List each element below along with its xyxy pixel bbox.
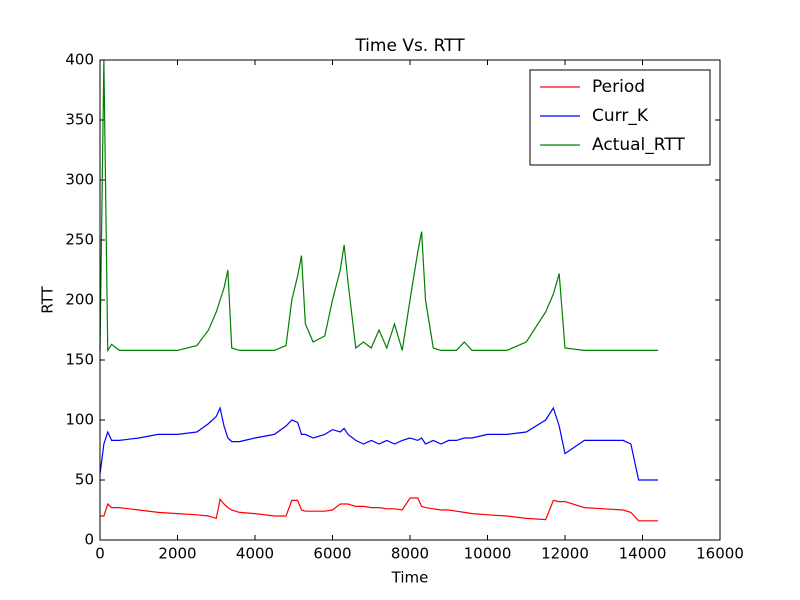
legend-label: Actual_RTT [592, 135, 685, 155]
legend-label: Curr_K [592, 106, 649, 126]
y-tick-label: 200 [65, 291, 94, 309]
series-line [99, 406, 658, 481]
x-tick-label: 2000 [158, 545, 196, 563]
x-tick-label: 8000 [391, 545, 429, 563]
y-tick-label: 250 [65, 231, 94, 249]
legend-label: Period [592, 77, 645, 97]
x-tick-label: 14000 [619, 545, 667, 563]
x-tick-label: 10000 [464, 545, 512, 563]
series-line [100, 497, 658, 522]
x-axis-label: Time [391, 569, 429, 587]
plot-frame [99, 59, 721, 541]
chart-title: Time Vs. RTT [354, 36, 465, 56]
x-tick-label: 6000 [313, 545, 351, 563]
x-tick-label: 4000 [236, 545, 274, 563]
y-tick-label: 300 [65, 171, 94, 189]
y-tick-label: 150 [65, 351, 94, 369]
y-tick-label: 400 [65, 51, 94, 69]
y-tick-label: 350 [65, 111, 94, 129]
y-tick-label: 50 [75, 471, 94, 489]
y-axis-label: RTT [39, 285, 57, 313]
series-line [99, 59, 658, 353]
y-tick-label: 100 [65, 411, 94, 429]
x-tick-label: 12000 [541, 545, 589, 563]
x-tick-label: 16000 [696, 545, 744, 563]
x-tick-label: 0 [95, 545, 105, 563]
legend-box [529, 69, 711, 166]
y-tick-label: 0 [84, 531, 94, 549]
